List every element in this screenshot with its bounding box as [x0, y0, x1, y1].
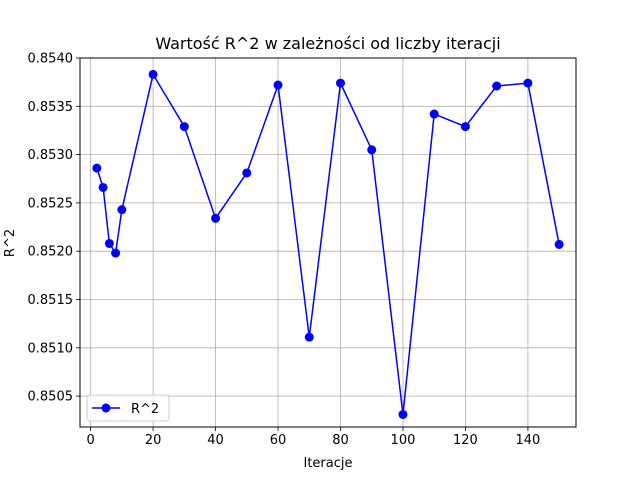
data-point — [211, 213, 221, 223]
data-point — [104, 238, 114, 248]
y-axis: 0.8505 0.8510 0.8515 0.8520 0.8525 0.8530 0.85… — [28, 52, 80, 405]
x-tick-label: 60 — [270, 433, 287, 448]
legend-marker-swatch — [101, 403, 111, 413]
x-tick-label: 120 — [453, 433, 478, 448]
data-point — [398, 409, 408, 419]
series-layer — [92, 69, 564, 419]
data-point — [273, 80, 283, 90]
x-tick-label: 40 — [207, 433, 224, 448]
data-point — [492, 81, 502, 91]
data-point — [429, 109, 439, 119]
data-point — [367, 145, 377, 155]
y-tick-label: 0.8535 — [28, 100, 74, 115]
x-tick-label: 20 — [145, 433, 162, 448]
x-tick-label: 140 — [515, 433, 540, 448]
data-point — [148, 69, 158, 79]
data-point — [117, 205, 127, 215]
y-tick-label: 0.8520 — [28, 245, 74, 260]
legend: R^2 — [86, 394, 170, 422]
x-axis-label: Iteracje — [304, 456, 353, 471]
data-point — [179, 122, 189, 132]
data-point — [523, 78, 533, 88]
data-point — [554, 239, 564, 249]
plot-area-frame — [79, 57, 577, 428]
data-point — [98, 182, 108, 192]
y-tick-label: 0.8510 — [28, 341, 74, 356]
y-tick-label: 0.8540 — [28, 52, 74, 67]
y-tick-label: 0.8515 — [28, 293, 74, 308]
data-point — [92, 163, 102, 173]
x-tick-label: 80 — [332, 433, 349, 448]
data-point — [111, 248, 121, 258]
y-axis-label: R^2 — [3, 229, 18, 257]
y-tick-label: 0.8505 — [28, 390, 74, 405]
data-point — [460, 122, 470, 132]
chart-title: Wartość R^2 w zależności od liczby itera… — [155, 34, 500, 53]
legend-box — [86, 394, 170, 422]
x-axis: 0 20 40 60 80 100 120 140 — [86, 427, 540, 448]
x-tick-label: 0 — [86, 433, 94, 448]
y-tick-label: 0.8525 — [28, 196, 74, 211]
data-point — [335, 78, 345, 88]
data-point — [304, 332, 314, 342]
data-point — [242, 168, 252, 178]
x-tick-label: 100 — [391, 433, 416, 448]
y-tick-label: 0.8530 — [28, 148, 74, 163]
legend-label: R^2 — [131, 402, 159, 417]
